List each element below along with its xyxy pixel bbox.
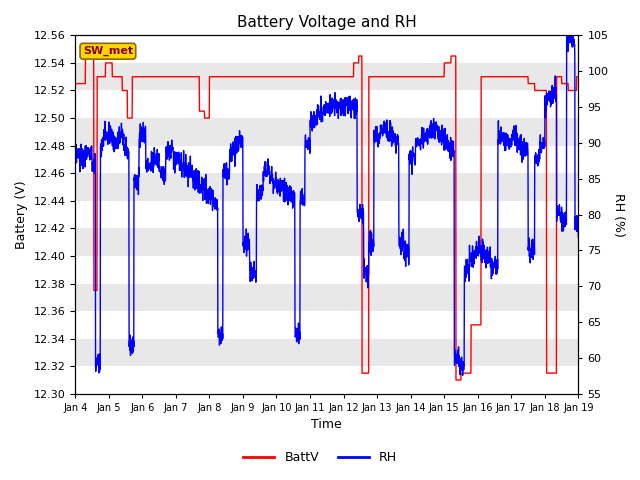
BattV — [575, 74, 582, 80]
Line: BattV: BattV — [76, 56, 579, 380]
RH — [212, 203, 220, 208]
RH — [575, 235, 582, 240]
Legend: BattV, RH: BattV, RH — [238, 446, 402, 469]
Text: SW_met: SW_met — [83, 46, 133, 56]
RH — [72, 144, 79, 150]
Y-axis label: Battery (V): Battery (V) — [15, 180, 28, 249]
Bar — [76, 91, 579, 118]
RH — [459, 372, 467, 378]
RH — [352, 111, 360, 117]
Y-axis label: RH (%): RH (%) — [612, 192, 625, 237]
RH — [544, 97, 552, 103]
BattV — [473, 322, 481, 328]
RH — [530, 248, 538, 253]
BattV — [545, 370, 552, 376]
BattV — [72, 81, 79, 86]
BattV — [452, 377, 460, 383]
Bar — [76, 145, 579, 173]
RH — [563, 23, 571, 28]
BattV — [352, 60, 360, 66]
X-axis label: Time: Time — [312, 419, 342, 432]
Bar — [76, 201, 579, 228]
Bar — [76, 366, 579, 394]
BattV — [212, 74, 220, 80]
BattV — [341, 74, 349, 80]
Bar — [76, 311, 579, 339]
BattV — [531, 81, 538, 86]
RH — [473, 253, 481, 259]
RH — [341, 102, 349, 108]
Bar — [76, 36, 579, 63]
BattV — [82, 53, 90, 59]
Line: RH: RH — [76, 25, 579, 375]
Title: Battery Voltage and RH: Battery Voltage and RH — [237, 15, 417, 30]
Bar — [76, 256, 579, 284]
